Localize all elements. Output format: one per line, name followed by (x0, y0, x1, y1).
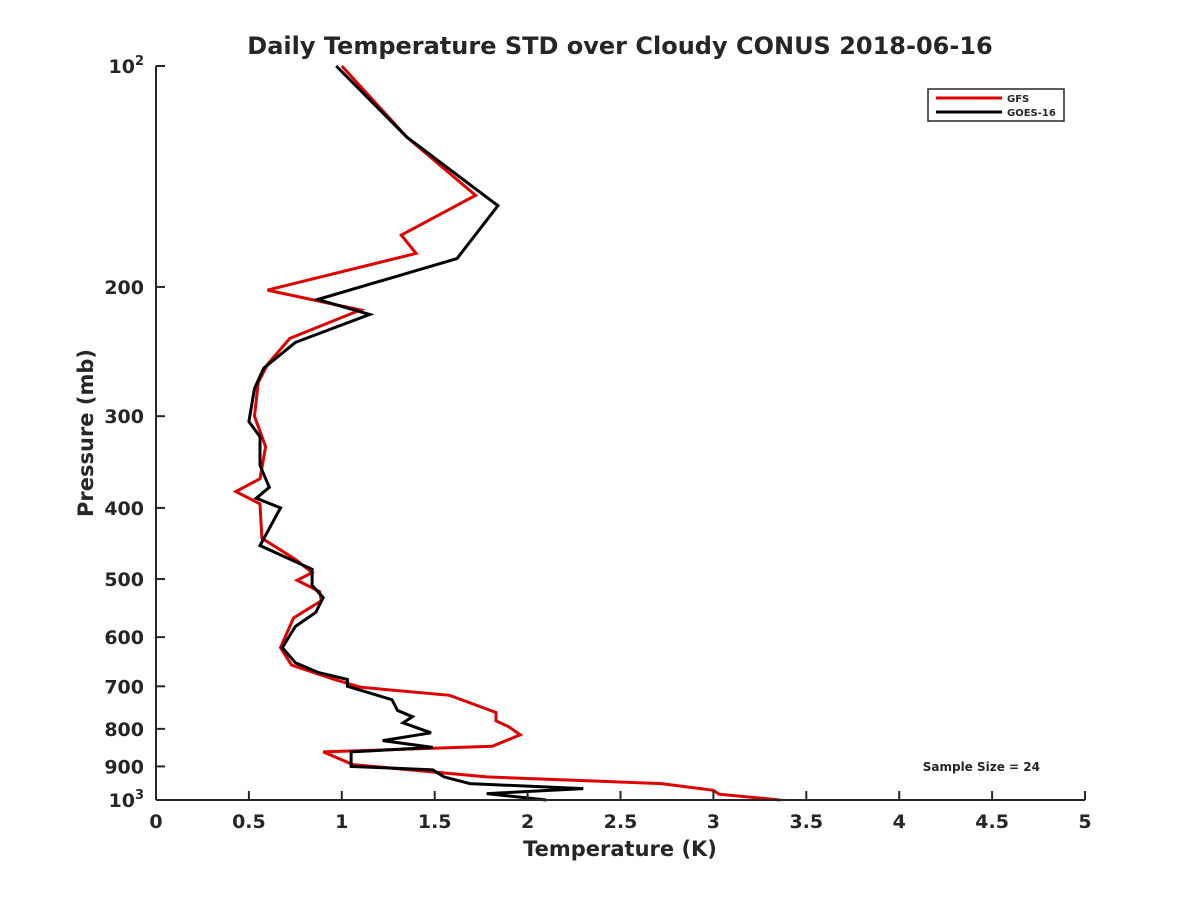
x-tick-label: 3 (707, 811, 720, 833)
x-tick-label: 1 (335, 811, 348, 833)
x-tick-label: 4.5 (975, 811, 1009, 833)
series-layer (232, 64, 781, 802)
series-line-goes-16 (247, 64, 584, 802)
x-tick-label: 1.5 (418, 811, 452, 833)
y-tick-label: 103 (109, 788, 145, 812)
y-tick-label: 200 (104, 277, 144, 299)
series-line-gfs (232, 64, 781, 802)
sample-size-annotation: Sample Size = 24 (923, 760, 1040, 774)
plot-area: 0 0.5 1 1.5 2 2.5 3 3.5 4 4.5 5 102 200 300 400 500 600… (104, 54, 1091, 833)
y-tick-label: 600 (104, 627, 144, 649)
legend-box (927, 88, 1065, 122)
y-tick-label: 400 (104, 498, 144, 520)
x-ticks: 0 0.5 1 1.5 2 2.5 3 3.5 4 4.5 5 (149, 791, 1092, 833)
chart-title: Daily Temperature STD over Cloudy CONUS … (247, 32, 992, 60)
x-tick-label: 5 (1078, 811, 1091, 833)
y-tick-label: 500 (104, 569, 144, 591)
x-tick-label: 3.5 (789, 811, 823, 833)
y-tick-label: 300 (104, 406, 144, 428)
y-axis-label: Pressure (mb) (74, 349, 98, 517)
x-tick-label: 0.5 (232, 811, 266, 833)
y-tick-label: 700 (104, 676, 144, 698)
y-tick-label: 900 (104, 756, 144, 778)
legend-label: GFS (1007, 94, 1029, 105)
x-tick-label: 2.5 (604, 811, 638, 833)
x-tick-label: 0 (149, 811, 162, 833)
y-tick-label: 102 (109, 54, 145, 78)
legend: GFS GOES-16 (927, 88, 1065, 122)
y-ticks: 102 200 300 400 500 600 700 800 900 103 (104, 54, 165, 812)
x-tick-label: 4 (893, 811, 906, 833)
legend-label: GOES-16 (1007, 108, 1056, 119)
y-tick-label: 800 (104, 719, 144, 741)
x-axis-label: Temperature (K) (523, 837, 717, 861)
x-tick-label: 2 (521, 811, 534, 833)
